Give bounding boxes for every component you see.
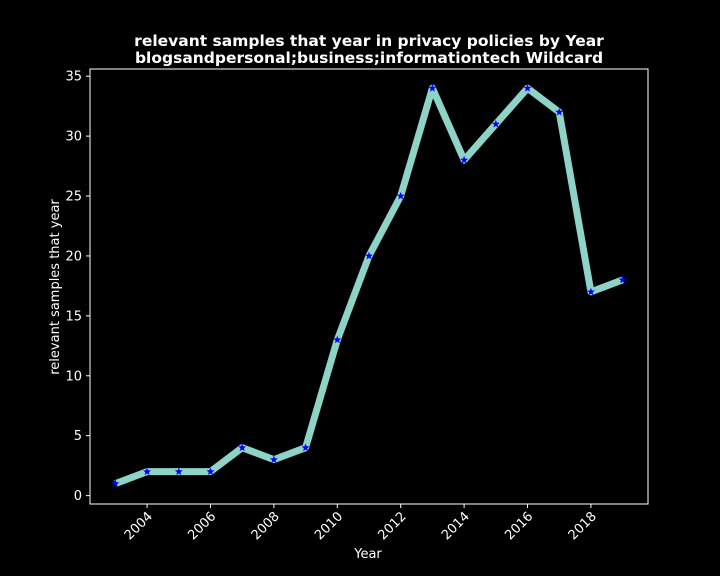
data-point-marker (618, 275, 627, 284)
data-point-marker (143, 467, 152, 476)
data-point-marker (238, 443, 247, 452)
x-tick-label: 2010 (312, 509, 346, 543)
data-point-marker (111, 479, 120, 488)
data-point-marker (206, 467, 215, 476)
plot-area: 0 5 10 15 20 25 30 35 2004 2006 2008 2010 2012 2014 20… (65, 68, 649, 543)
data-point-marker (428, 83, 437, 92)
data-point-marker (555, 107, 564, 116)
x-tick-label: 2008 (249, 509, 283, 543)
data-point-marker (586, 287, 595, 296)
y-tick-label: 10 (65, 369, 82, 384)
y-axis-label: relevant samples that year (48, 199, 63, 375)
x-tick-label: 2004 (122, 509, 156, 543)
data-point-marker (269, 455, 278, 464)
series-line (114, 84, 624, 487)
y-tick-label: 30 (65, 130, 82, 145)
plot-frame (89, 68, 649, 505)
y-tick-label: 20 (65, 249, 82, 264)
x-tick-label: 2016 (502, 509, 536, 543)
y-tick-label: 15 (65, 309, 82, 324)
y-tick-label: 0 (74, 489, 82, 504)
x-tick-label: 2014 (439, 509, 473, 543)
x-tick-label: 2006 (185, 509, 219, 543)
data-point-marker (301, 443, 310, 452)
data-point-marker (365, 251, 373, 260)
data-point-marker (523, 83, 532, 92)
chart-title-line1: relevant samples that year in privacy po… (134, 32, 604, 50)
data-point-marker (460, 155, 469, 164)
y-tick-label: 5 (74, 429, 82, 444)
y-tick-label: 35 (65, 70, 82, 85)
data-point-marker (174, 467, 183, 476)
data-point-marker (333, 335, 342, 344)
x-tick-label: 2018 (566, 509, 600, 543)
data-point-marker (491, 119, 500, 128)
chart-title-line2: blogsandpersonal;business;informationtec… (135, 49, 603, 67)
x-axis-label: Year (353, 547, 382, 562)
y-tick-label: 25 (65, 190, 82, 205)
x-tick-label: 2012 (376, 509, 410, 543)
data-point-marker (396, 191, 405, 200)
